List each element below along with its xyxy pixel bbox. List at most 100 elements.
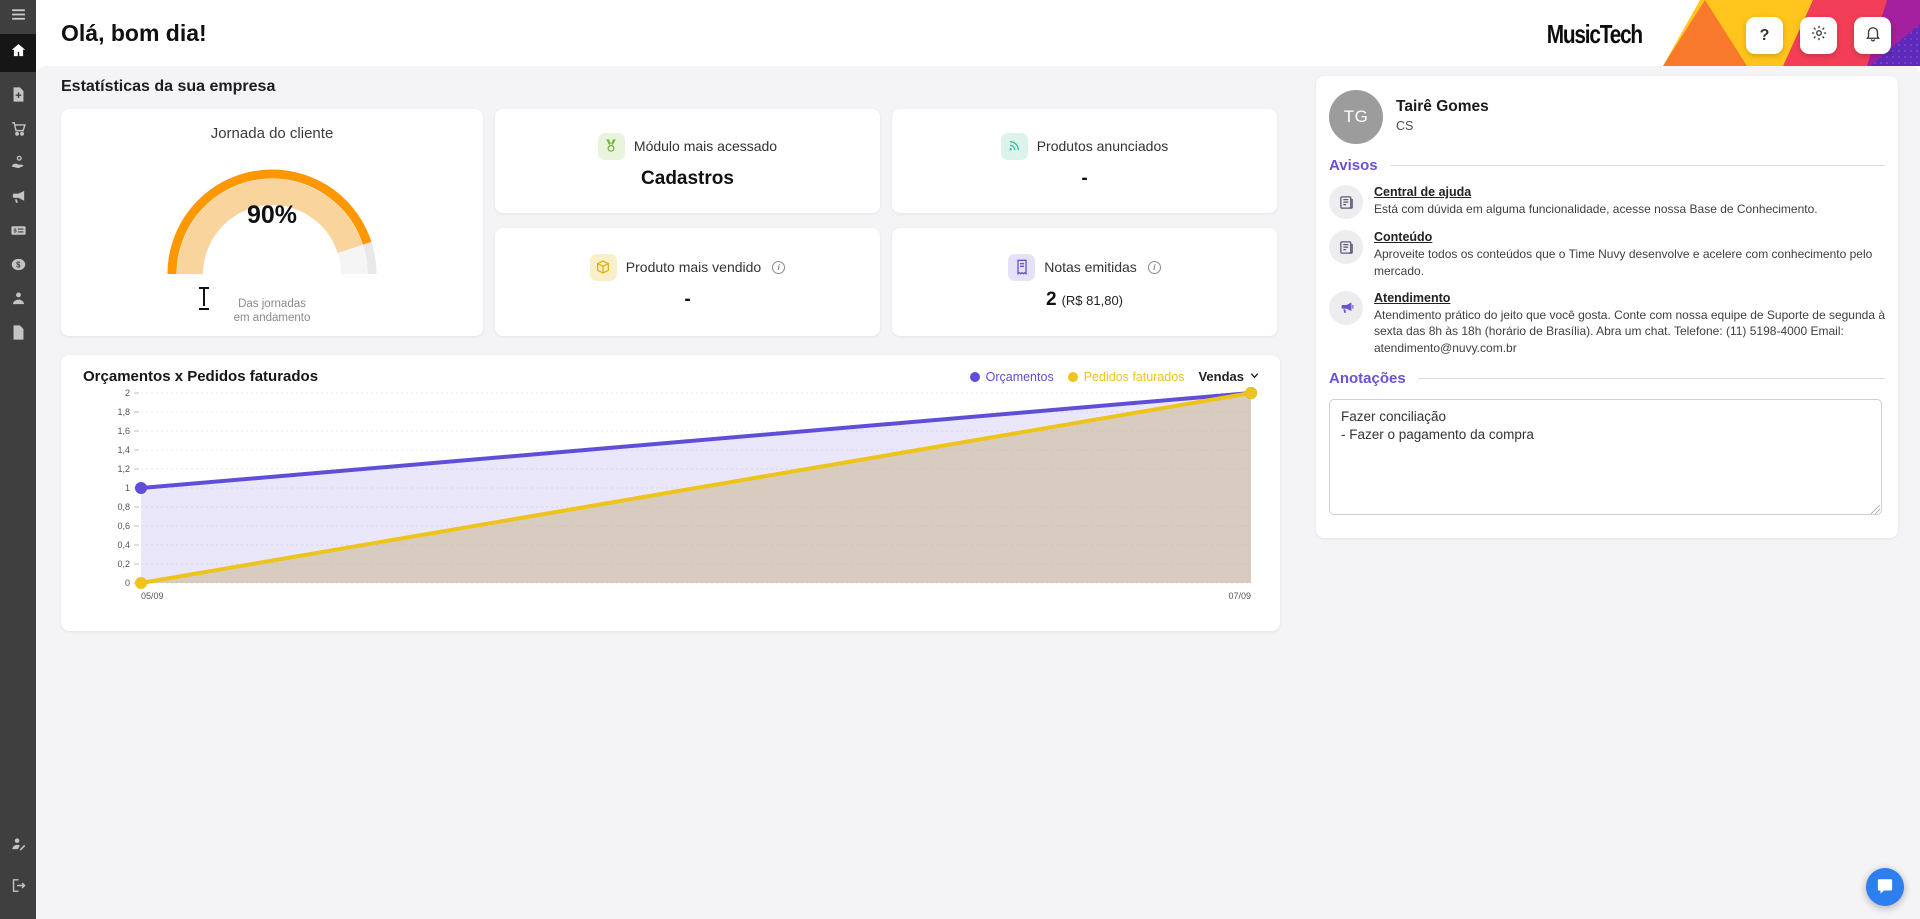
gauge-value: 90%	[246, 201, 298, 229]
chevron-down-icon	[1249, 369, 1260, 384]
profile-role: CS	[1396, 119, 1414, 133]
aviso-atendimento: Atendimento Atendimento prático do jeito…	[1329, 290, 1886, 357]
stat-card-produtos-anunciados: Produtos anunciados -	[892, 109, 1277, 213]
aviso-text: Está com dúvida em alguma funcionalidade…	[1374, 202, 1818, 216]
svg-text:2: 2	[125, 388, 130, 398]
journey-gauge-card: Jornada do cliente 90% Das jornadas em a…	[61, 109, 483, 336]
svg-text:0,6: 0,6	[117, 521, 130, 531]
legend-pedidos-faturados[interactable]: Pedidos faturados	[1067, 369, 1185, 384]
chat-bubble-icon	[1876, 877, 1894, 898]
aviso-conteudo: Conteúdo Aproveite todos os conteúdos qu…	[1329, 230, 1885, 280]
chat-launcher-button[interactable]	[1866, 868, 1904, 906]
stat-value-suffix: (R$ 81,80)	[1061, 292, 1123, 308]
stats-grid: Jornada do cliente 90% Das jornadas em a…	[61, 109, 1280, 336]
person-edit-icon	[10, 835, 27, 857]
person-icon	[10, 290, 27, 312]
aviso-title[interactable]: Conteúdo	[1374, 230, 1433, 244]
medal-icon	[597, 132, 625, 160]
stat-value: 2 (R$ 81,80)	[1046, 288, 1123, 310]
invoice-icon: $	[10, 222, 27, 244]
svg-text:1,6: 1,6	[117, 426, 130, 436]
sidebar-item-reports[interactable]	[0, 318, 36, 352]
svg-text:1: 1	[125, 483, 130, 493]
notifications-button[interactable]	[1854, 17, 1891, 54]
svg-text:0: 0	[125, 578, 130, 588]
gauge-caption: Das jornadas em andamento	[233, 298, 311, 325]
legend-dot	[1067, 371, 1078, 382]
chart-filter-label: Vendas	[1198, 369, 1244, 384]
svg-text:$: $	[13, 229, 17, 235]
megaphone-icon	[10, 188, 27, 210]
stats-section-title: Estatísticas da sua empresa	[61, 78, 276, 95]
sidebar-item-home[interactable]	[0, 34, 36, 72]
new-document-icon	[10, 86, 27, 108]
legend-label: Orçamentos	[985, 369, 1054, 384]
brand-logo: MusicTech	[1546, 19, 1643, 49]
menu-toggle[interactable]	[0, 0, 36, 34]
svg-text:05/09: 05/09	[141, 591, 164, 601]
svg-text:0,8: 0,8	[117, 502, 130, 512]
avisos-heading: Avisos	[1329, 157, 1885, 174]
aviso-central-de-ajuda: Central de ajuda Está com dúvida em algu…	[1329, 185, 1885, 219]
line-chart: 0 0,2 0,4 0,6 0,8 1 1,2 1,4 1,6 1,8 2 05/09 07/09	[117, 387, 1257, 601]
profile: TG Tairê Gomes CS	[1329, 90, 1885, 144]
gauge-title: Jornada do cliente	[210, 125, 334, 142]
sidebar: $ $	[0, 0, 36, 919]
chart-title: Orçamentos x Pedidos faturados	[83, 368, 319, 385]
stat-value: Cadastros	[641, 167, 734, 189]
info-icon[interactable]: i	[1147, 260, 1161, 274]
chart-filter-dropdown[interactable]: Vendas	[1198, 369, 1260, 384]
stat-card-notas-emitidas: Notas emitidas i 2 (R$ 81,80)	[892, 228, 1277, 336]
news-icon	[1329, 230, 1363, 264]
document-icon	[10, 324, 27, 346]
stat-card-produto-mais-vendido: Produto mais vendido i -	[495, 228, 880, 336]
info-icon[interactable]: i	[772, 260, 786, 274]
svg-text:0,2: 0,2	[117, 559, 130, 569]
receipt-icon	[1008, 253, 1036, 281]
chart-card: Orçamentos x Pedidos faturados Orçamento…	[61, 355, 1280, 631]
aviso-text: Aproveite todos os conteúdos que o Time …	[1374, 247, 1873, 278]
svg-text:$: $	[16, 260, 21, 269]
aviso-title[interactable]: Atendimento	[1374, 290, 1451, 305]
sidebar-item-customers[interactable]	[0, 284, 36, 318]
megaphone-icon	[1329, 290, 1363, 325]
avatar: TG	[1329, 90, 1383, 144]
legend-label: Pedidos faturados	[1083, 369, 1185, 384]
sidebar-item-new-document[interactable]	[0, 80, 36, 114]
help-button[interactable]: ?	[1746, 17, 1783, 54]
stat-label: Produto mais vendido	[625, 259, 762, 275]
chart-legend: Orçamentos Pedidos faturados Vendas	[969, 369, 1260, 384]
sidebar-item-marketing[interactable]	[0, 182, 36, 216]
sidebar-item-finance[interactable]: $	[0, 250, 36, 284]
svg-text:0,4: 0,4	[117, 540, 130, 550]
sidebar-item-account[interactable]	[0, 829, 36, 863]
anotacoes-heading: Anotações	[1329, 370, 1885, 387]
logout-icon	[10, 877, 27, 899]
right-panel: TG Tairê Gomes CS Avisos Central de ajud…	[1316, 76, 1898, 538]
sidebar-item-services[interactable]	[0, 148, 36, 182]
home-icon	[10, 42, 27, 64]
settings-button[interactable]	[1800, 17, 1837, 54]
money-icon: $	[10, 256, 27, 278]
aviso-text: Atendimento prático do jeito que você go…	[1374, 307, 1886, 356]
news-icon	[1329, 185, 1363, 219]
legend-dot	[969, 371, 980, 382]
sidebar-item-logout[interactable]	[0, 871, 36, 905]
svg-text:1,4: 1,4	[117, 445, 130, 455]
notes-textarea[interactable]: Fazer conciliação - Fazer o pagamento da…	[1329, 398, 1882, 515]
hand-coin-icon	[10, 154, 27, 176]
sidebar-item-sales[interactable]	[0, 114, 36, 148]
gear-icon	[1810, 24, 1828, 47]
aviso-title[interactable]: Central de ajuda	[1374, 185, 1472, 199]
bell-icon	[1864, 24, 1882, 47]
svg-text:1,8: 1,8	[117, 407, 130, 417]
stat-value: -	[1081, 167, 1088, 189]
journey-gauge	[157, 156, 387, 282]
legend-orcamentos[interactable]: Orçamentos	[969, 369, 1054, 384]
greeting: Olá, bom dia!	[61, 20, 207, 46]
stat-label: Módulo mais acessado	[633, 138, 778, 154]
cart-icon	[10, 120, 27, 142]
svg-text:07/09: 07/09	[1228, 591, 1251, 601]
sidebar-item-billing[interactable]: $	[0, 216, 36, 250]
